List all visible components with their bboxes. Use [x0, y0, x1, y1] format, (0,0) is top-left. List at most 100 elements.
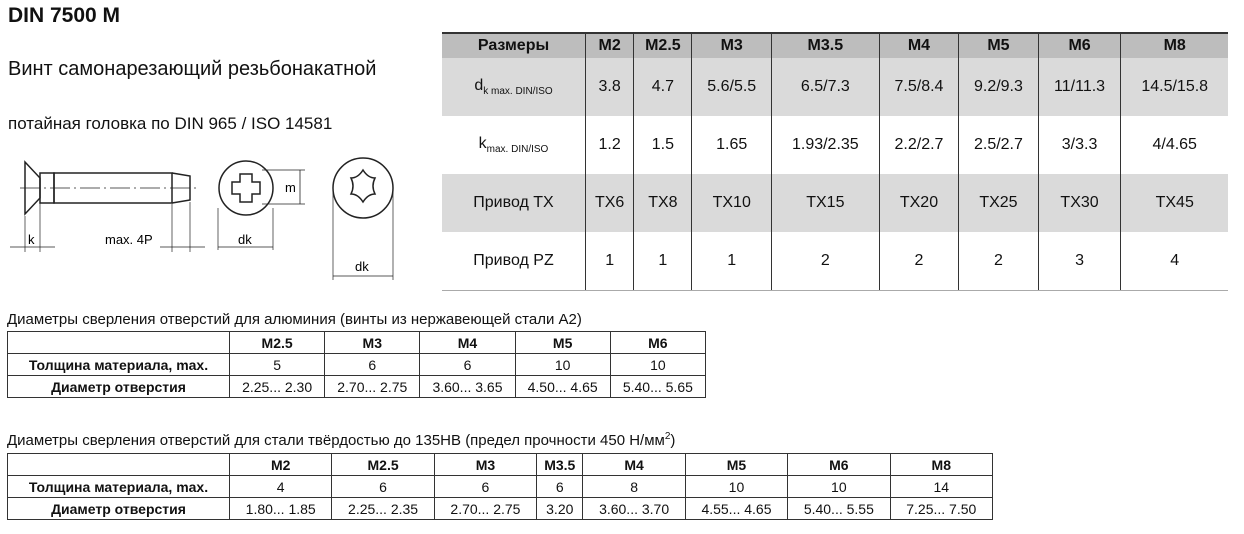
pozidriv-head-icon	[217, 160, 305, 250]
table-cell: 1.93/2.35	[770, 116, 880, 174]
row-label: Привод PZ	[442, 232, 586, 291]
table-cell: 6.5/7.3	[770, 58, 880, 116]
table-cell: 4/4.65	[1120, 116, 1228, 174]
header-cell: M5	[684, 453, 789, 476]
header-cell: M2.5	[633, 32, 692, 58]
caption-sup: 2	[664, 431, 671, 442]
header-cell: M6	[787, 453, 891, 476]
header-cell: Размеры	[442, 32, 586, 58]
table-cell: 2.5/2.7	[958, 116, 1039, 174]
table-cell: 3.20	[536, 497, 584, 520]
table-cell: 5	[228, 353, 326, 376]
page-title: DIN 7500 M	[8, 4, 121, 27]
table-cell: 7.5/8.4	[878, 58, 959, 116]
table-cell: 5.40... 5.65	[609, 375, 707, 398]
table-cell: Толщина материала, max.	[7, 353, 230, 376]
table-cell: 7.25... 7.50	[889, 497, 994, 520]
table-cell: TX6	[584, 174, 634, 232]
table-cell: 10	[787, 475, 891, 498]
table-cell: TX8	[633, 174, 692, 232]
length-label: max. 4P	[105, 232, 153, 247]
table-cell: 2	[770, 232, 880, 291]
screw-drawing: k max. 4P dk m dk	[10, 157, 394, 280]
header-cell: M2.5	[228, 331, 326, 354]
table-cell: 10	[684, 475, 789, 498]
table-cell: 6	[331, 475, 435, 498]
screw-side-view-icon	[10, 160, 205, 252]
row-label-text: d	[474, 76, 484, 94]
header-cell: M2.5	[331, 453, 435, 476]
header-cell: M4	[419, 331, 516, 354]
table-cell: 6	[419, 353, 516, 376]
table-cell: 3/3.3	[1037, 116, 1121, 174]
header-cell: M4	[878, 32, 959, 58]
table-header-row: Размеры M2 M2.5 M3 M3.5 M4 M5 M6 M8	[442, 32, 1228, 58]
table-row: Толщина материала, max. 5 6 6 10 10	[7, 353, 707, 376]
table-cell: 1	[584, 232, 634, 291]
m-label: m	[285, 180, 296, 195]
table-cell: 1	[633, 232, 692, 291]
header-cell: M2	[584, 32, 634, 58]
table-cell: Диаметр отверстия	[7, 497, 230, 520]
k-label: k	[28, 232, 35, 247]
steel-table: M2 M2.5 M3 M3.5 M4 M5 M6 M8 Толщина материала, m…	[7, 453, 994, 520]
header-cell	[7, 453, 230, 476]
header-cell: M3	[324, 331, 421, 354]
table-cell: 1.5	[633, 116, 692, 174]
header-cell: M8	[889, 453, 994, 476]
table-cell: 10	[514, 353, 611, 376]
product-name: Винт самонарезающий резьбонакатной	[8, 58, 377, 80]
table-cell: 2.70... 2.75	[433, 497, 538, 520]
table-cell: TX30	[1037, 174, 1121, 232]
table-cell: 6	[324, 353, 421, 376]
table-cell: Толщина материала, max.	[7, 475, 230, 498]
table-cell: Диаметр отверстия	[7, 375, 230, 398]
table-row: Диаметр отверстия 1.80... 1.85 2.25... 2.3…	[7, 497, 994, 520]
header-cell	[7, 331, 230, 354]
table-cell: 14	[889, 475, 994, 498]
row-label-text: Привод PZ	[473, 252, 554, 269]
table-cell: 2.25... 2.30	[228, 375, 326, 398]
header-cell: M3	[691, 32, 772, 58]
table-cell: 2.25... 2.35	[331, 497, 435, 520]
dk-label-torx: dk	[355, 259, 369, 274]
table-cell: 2.2/2.7	[878, 116, 959, 174]
header-cell: M6	[609, 331, 707, 354]
caption-end: )	[670, 432, 676, 449]
table-cell: 2.70... 2.75	[324, 375, 421, 398]
table-cell: 4.50... 4.65	[514, 375, 611, 398]
dk-label: dk	[238, 232, 252, 247]
table-cell: 5.40... 5.55	[787, 497, 891, 520]
dimensions-table: Размеры M2 M2.5 M3 M3.5 M4 M5 M6 M8 dk m…	[442, 32, 1228, 291]
table-row: Толщина материала, max. 4 6 6 6 8 10 10 14	[7, 475, 994, 498]
table-row: dk max. DIN/ISO 3.8 4.7 5.6/5.5 6.5/7.3 7.5/8…	[442, 58, 1228, 116]
table-header-row: M2.5 M3 M4 M5 M6	[7, 331, 707, 354]
table-cell: TX45	[1120, 174, 1228, 232]
table-row: Привод PZ 1 1 1 2 2 2 3 4	[442, 232, 1228, 291]
table-cell: 5.6/5.5	[691, 58, 772, 116]
row-label: Привод TX	[442, 174, 586, 232]
table-cell: 14.5/15.8	[1120, 58, 1228, 116]
header-cell: M5	[958, 32, 1039, 58]
row-label: kmax. DIN/ISO	[442, 116, 586, 174]
table-cell: 9.2/9.3	[958, 58, 1039, 116]
table-row: kmax. DIN/ISO 1.2 1.5 1.65 1.93/2.35 2.2/2.7 2…	[442, 116, 1228, 174]
table-cell: 1.2	[584, 116, 634, 174]
table-cell: 6	[536, 475, 584, 498]
caption-text: Диаметры сверления отверстий для стали т…	[7, 432, 665, 449]
header-cell: M2	[228, 453, 333, 476]
row-label-sub: max. DIN/ISO	[486, 144, 549, 156]
table-cell: 8	[582, 475, 686, 498]
table-cell: 1.65	[691, 116, 772, 174]
header-cell: M6	[1037, 32, 1121, 58]
table-cell: 4	[228, 475, 333, 498]
header-cell: M3.5	[536, 453, 584, 476]
table-cell: TX20	[878, 174, 959, 232]
table-cell: TX25	[958, 174, 1039, 232]
table-cell: 2	[958, 232, 1039, 291]
row-label-sub: k max. DIN/ISO	[483, 86, 553, 98]
row-label-text: k	[478, 134, 487, 152]
table-cell: 11/11.3	[1037, 58, 1121, 116]
table-cell: 3.8	[584, 58, 634, 116]
table-header-row: M2 M2.5 M3 M3.5 M4 M5 M6 M8	[7, 453, 994, 476]
